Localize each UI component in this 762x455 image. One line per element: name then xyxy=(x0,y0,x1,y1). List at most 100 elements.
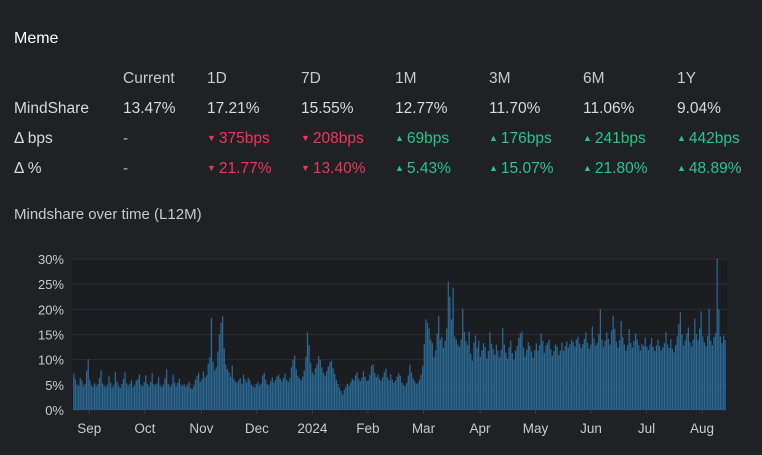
bar[interactable] xyxy=(337,383,339,410)
bar[interactable] xyxy=(378,378,381,410)
bar[interactable] xyxy=(146,383,149,410)
bar[interactable] xyxy=(125,383,128,410)
bar[interactable] xyxy=(665,331,667,410)
bar[interactable] xyxy=(479,356,481,410)
bar[interactable] xyxy=(591,326,593,410)
bar[interactable] xyxy=(167,383,169,410)
bar[interactable] xyxy=(594,345,597,410)
bar[interactable] xyxy=(284,373,286,410)
bar[interactable] xyxy=(535,343,537,410)
bar[interactable] xyxy=(617,347,619,410)
bar[interactable] xyxy=(689,342,691,410)
bar[interactable] xyxy=(582,344,584,410)
bar[interactable] xyxy=(372,364,374,410)
bar[interactable] xyxy=(222,316,224,410)
bar[interactable] xyxy=(511,353,513,410)
bar[interactable] xyxy=(625,350,627,410)
bar[interactable] xyxy=(430,339,432,410)
bar[interactable] xyxy=(471,360,473,410)
bar[interactable] xyxy=(292,359,294,410)
bar[interactable] xyxy=(247,377,249,410)
bar[interactable] xyxy=(714,332,717,410)
bar[interactable] xyxy=(231,365,233,410)
bar[interactable] xyxy=(93,383,96,410)
bar[interactable] xyxy=(330,360,333,410)
bar[interactable] xyxy=(700,311,702,410)
bar[interactable] xyxy=(524,356,526,410)
bar[interactable] xyxy=(388,380,390,410)
bar[interactable] xyxy=(322,372,325,410)
bar[interactable] xyxy=(590,344,592,410)
bar[interactable] xyxy=(87,359,89,410)
bar[interactable] xyxy=(655,345,657,410)
bar[interactable] xyxy=(81,380,83,410)
bar[interactable] xyxy=(518,338,520,410)
bar[interactable] xyxy=(223,348,225,410)
bar[interactable] xyxy=(542,341,544,410)
bar[interactable] xyxy=(450,319,453,410)
bar[interactable] xyxy=(415,384,417,410)
bar[interactable] xyxy=(113,385,115,410)
bar[interactable] xyxy=(218,334,221,411)
bar[interactable] xyxy=(466,345,469,410)
bar[interactable] xyxy=(142,386,144,410)
bar[interactable] xyxy=(156,383,158,410)
bar[interactable] xyxy=(631,347,633,410)
bar[interactable] xyxy=(449,296,451,410)
bar[interactable] xyxy=(583,339,585,410)
bar[interactable] xyxy=(577,336,579,410)
bar[interactable] xyxy=(679,312,682,410)
bar[interactable] xyxy=(382,377,384,410)
bar[interactable] xyxy=(119,387,121,410)
bar[interactable] xyxy=(497,350,499,410)
bar[interactable] xyxy=(681,334,683,411)
bar[interactable] xyxy=(615,341,617,410)
bar[interactable] xyxy=(586,343,589,410)
bar[interactable] xyxy=(362,371,365,410)
bar[interactable] xyxy=(90,385,93,410)
bar[interactable] xyxy=(358,378,360,410)
bar[interactable] xyxy=(214,370,216,410)
bar[interactable] xyxy=(76,384,78,410)
bar[interactable] xyxy=(482,343,485,410)
bar[interactable] xyxy=(409,364,411,410)
bar[interactable] xyxy=(452,287,454,410)
bar[interactable] xyxy=(244,379,246,410)
bar[interactable] xyxy=(265,379,267,410)
bar[interactable] xyxy=(601,339,603,410)
bar[interactable] xyxy=(114,371,117,410)
bar[interactable] xyxy=(543,352,545,410)
bar[interactable] xyxy=(628,328,630,410)
bar[interactable] xyxy=(474,335,477,410)
bar[interactable] xyxy=(716,259,718,410)
bar[interactable] xyxy=(250,384,253,410)
bar[interactable] xyxy=(108,375,110,410)
bar[interactable] xyxy=(510,340,512,410)
bar[interactable] xyxy=(530,351,533,410)
bar[interactable] xyxy=(521,331,523,410)
bar[interactable] xyxy=(103,385,105,410)
bar[interactable] xyxy=(366,380,368,410)
bar[interactable] xyxy=(138,374,141,410)
bar[interactable] xyxy=(117,385,120,410)
bar[interactable] xyxy=(178,378,181,410)
bar[interactable] xyxy=(556,346,558,410)
bar[interactable] xyxy=(649,344,651,410)
bar[interactable] xyxy=(698,328,701,410)
bar[interactable] xyxy=(484,347,486,410)
bar[interactable] xyxy=(92,386,94,410)
bar[interactable] xyxy=(252,386,254,410)
bar[interactable] xyxy=(553,351,555,410)
bar[interactable] xyxy=(249,380,251,410)
bar[interactable] xyxy=(95,386,97,410)
bar[interactable] xyxy=(486,358,488,410)
bar[interactable] xyxy=(519,333,521,410)
bar[interactable] xyxy=(351,378,353,410)
bar[interactable] xyxy=(198,372,200,410)
bar[interactable] xyxy=(313,374,315,410)
bar[interactable] xyxy=(618,340,621,410)
bar[interactable] xyxy=(194,379,197,410)
bar[interactable] xyxy=(434,350,437,410)
bar[interactable] xyxy=(462,308,464,410)
bar[interactable] xyxy=(290,367,293,410)
